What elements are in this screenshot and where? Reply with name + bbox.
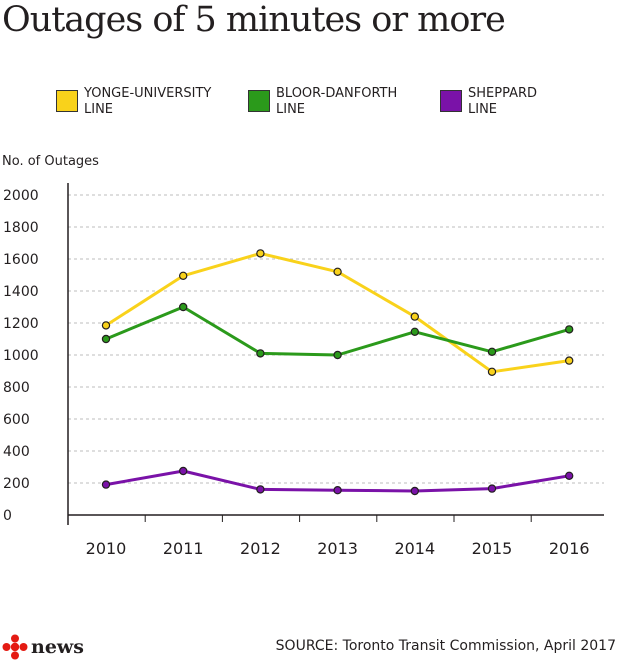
data-point: [487, 347, 497, 356]
y-tick-label: 2000: [3, 188, 39, 204]
legend-item-sheppard: SHEPPARD LINE: [440, 86, 620, 118]
x-tick-label: 2015: [472, 539, 513, 558]
data-point: [333, 267, 342, 276]
legend-item-bloor-danforth: BLOOR-DANFORTH LINE: [248, 86, 436, 118]
data-point: [178, 302, 188, 312]
data-point: [178, 466, 188, 476]
y-tick-label: 1600: [3, 252, 39, 268]
grid-lines: [68, 194, 604, 484]
x-tick-label: 2012: [240, 539, 281, 558]
data-point: [178, 271, 188, 280]
y-tick-label: 800: [3, 380, 30, 396]
data-point: [487, 484, 497, 493]
source-note: SOURCE: Toronto Transit Commission, Apri…: [275, 638, 616, 654]
y-tick-label: 1800: [3, 220, 39, 236]
legend-swatch-bloor-danforth: [248, 90, 270, 112]
legend-label-yonge-university: YONGE-UNIVERSITY LINE: [84, 86, 212, 117]
y-tick-label: 1200: [3, 316, 39, 332]
legend-swatch-sheppard: [440, 90, 462, 112]
axes: [67, 183, 604, 525]
data-point: [101, 480, 111, 489]
data-point: [256, 485, 265, 494]
data-point: [487, 367, 497, 376]
cbc-gem-icon: [2, 634, 28, 660]
series-line: [104, 305, 571, 357]
x-tick-label: 2014: [394, 539, 435, 558]
y-tick-label: 1400: [3, 284, 39, 300]
x-tick-label: 2016: [549, 539, 590, 558]
cbc-news-logo: news: [2, 634, 84, 660]
x-tick-label: 2013: [317, 539, 358, 558]
legend-swatch-yonge-university: [56, 90, 78, 112]
y-tick-label: 400: [3, 444, 30, 460]
data-point: [565, 471, 574, 480]
series-points: [101, 249, 574, 496]
y-tick-label: 200: [3, 476, 30, 492]
chart-title: Outages of 5 minutes or more: [2, 0, 506, 40]
data-point: [565, 356, 574, 365]
x-tick-labels: 2010 2011 2012 2013 2014 2015 2016: [86, 539, 590, 558]
x-tick-label: 2011: [163, 539, 204, 558]
data-point: [256, 249, 265, 258]
data-point: [410, 312, 419, 321]
legend-label-bloor-danforth: BLOOR-DANFORTH LINE: [276, 86, 398, 117]
y-tick-label: 600: [3, 412, 30, 428]
data-point: [410, 327, 419, 336]
data-point: [565, 325, 574, 334]
line-chart: 0 200 400 600 800 1000 1200 1400 1600 1800 2000 20…: [3, 183, 604, 558]
y-tick-label: 1000: [3, 348, 39, 364]
legend-item-yonge-university: YONGE-UNIVERSITY LINE: [56, 86, 244, 118]
data-point: [333, 350, 342, 360]
y-tick-labels: 0 200 400 600 800 1000 1200 1400 1600 1800 2000: [3, 188, 39, 524]
series-lines: [104, 251, 571, 493]
data-point: [256, 349, 265, 358]
y-axis-label: No. of Outages: [2, 154, 99, 169]
data-point: [101, 321, 111, 330]
y-tick-label: 0: [3, 508, 12, 524]
data-point: [333, 486, 342, 495]
x-tick-label: 2010: [86, 539, 127, 558]
data-point: [101, 334, 111, 344]
legend-label-sheppard: SHEPPARD LINE: [468, 86, 538, 117]
data-point: [410, 486, 419, 496]
logo-text: news: [31, 636, 84, 658]
